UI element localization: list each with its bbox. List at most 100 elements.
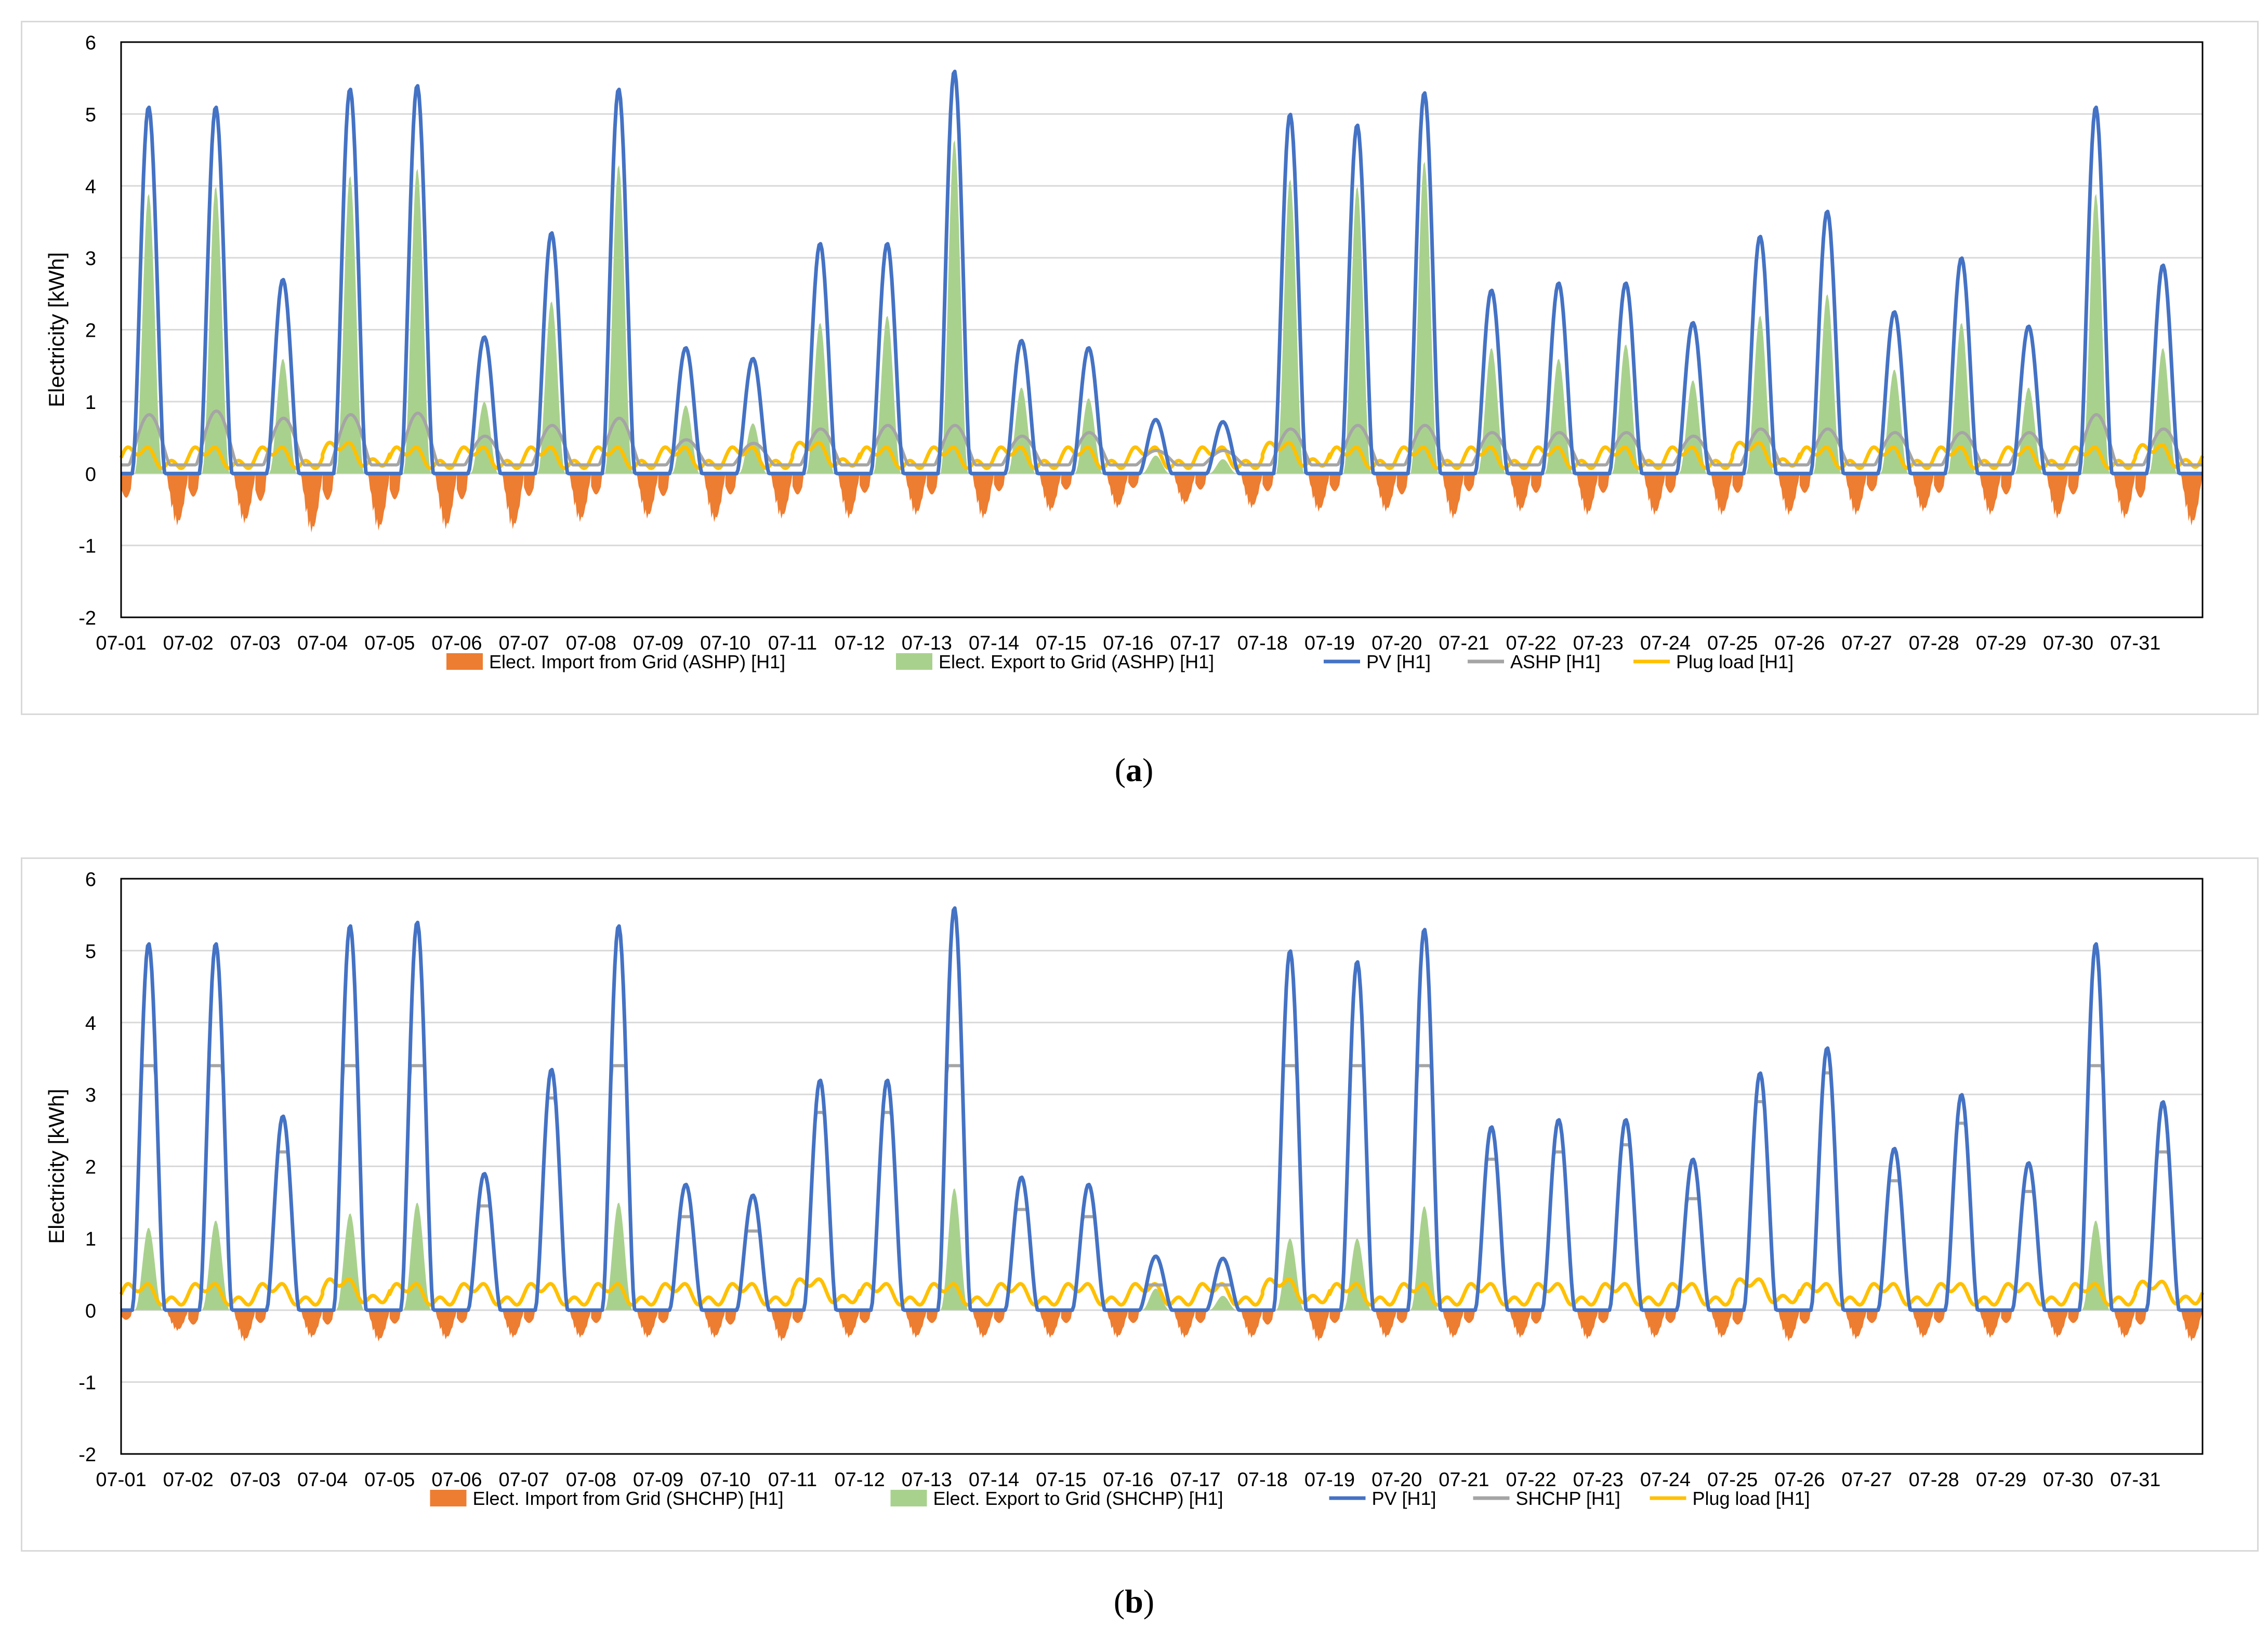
x-tick-label: 07-27 — [1841, 1469, 1892, 1491]
import-area-day-24 — [1665, 1310, 1733, 1338]
import-area-day-21 — [1463, 473, 1532, 512]
import-area-day-12 — [860, 1310, 927, 1338]
import-area-day-13 — [927, 473, 994, 519]
import-area-day-2 — [188, 1310, 256, 1342]
import-area-day-28 — [1934, 473, 2001, 515]
import-area-day-26 — [1799, 473, 1867, 515]
export-area-day-1 — [134, 194, 163, 474]
export-area-day-19 — [1343, 187, 1372, 474]
import-area-day-7 — [524, 1310, 591, 1338]
import-area-day-2 — [188, 473, 256, 524]
import-area-day-20 — [1396, 1310, 1464, 1338]
legend-label-export: Elect. Export to Grid (ASHP) [H1] — [939, 651, 1214, 672]
import-area-day-25 — [1732, 473, 1800, 515]
import-area-day-30 — [2068, 1310, 2135, 1338]
y-tick-label: 0 — [85, 1300, 96, 1322]
ashp-line — [121, 409, 2203, 467]
export-area-day-20 — [1410, 1206, 1439, 1311]
import-area-day-15 — [1061, 473, 1128, 509]
import-area-day-24 — [1665, 473, 1733, 515]
x-tick-label: 07-16 — [1103, 1469, 1153, 1491]
y-tick-label: 3 — [85, 1084, 96, 1106]
export-area-day-16 — [1141, 1288, 1170, 1311]
import-area-day-9 — [658, 1310, 726, 1338]
export-area-day-16 — [1141, 455, 1170, 474]
import-area-day-3 — [255, 1310, 323, 1338]
legend-label-import: Elect. Import from Grid (ASHP) [H1] — [489, 651, 785, 672]
y-tick-label: -1 — [78, 536, 96, 558]
x-tick-label: 07-19 — [1304, 632, 1355, 654]
import-area-day-31 — [2135, 1310, 2203, 1342]
import-area-day-29 — [2001, 1310, 2068, 1338]
import-area-day-1 — [121, 473, 189, 526]
x-tick-label: 07-27 — [1841, 632, 1892, 654]
legend-label-pv: PV [H1] — [1372, 1488, 1436, 1509]
import-area-day-17 — [1195, 473, 1263, 509]
x-tick-label: 07-06 — [431, 632, 482, 654]
x-tick-label: 07-04 — [297, 1469, 348, 1491]
x-tick-label: 07-30 — [2043, 632, 2093, 654]
y-tick-label: 6 — [85, 869, 96, 891]
x-tick-label: 07-26 — [1774, 1469, 1825, 1491]
x-tick-label: 07-31 — [2110, 632, 2160, 654]
export-area-day-2 — [202, 187, 230, 474]
x-tick-label: 07-16 — [1103, 632, 1153, 654]
figure-label-b: (b) — [1113, 1583, 1155, 1620]
y-tick-label: 1 — [85, 392, 96, 414]
x-tick-label: 07-10 — [700, 1469, 750, 1491]
chart-a: -2 -1 0 1 2 3 4 5 6 Electricity [kWh] 07-01 07-02 07… — [44, 32, 2205, 672]
series-group — [119, 70, 2205, 533]
x-tick-label: 07-15 — [1036, 1469, 1086, 1491]
y-tick-label: 4 — [85, 1013, 96, 1035]
legend-label-pv: PV [H1] — [1366, 651, 1431, 672]
import-area-day-11 — [792, 473, 860, 519]
import-area-day-5 — [389, 473, 457, 530]
export-area-day-31 — [2148, 348, 2177, 474]
x-tick-label: 07-04 — [297, 632, 348, 654]
x-tick-label: 07-20 — [1372, 1469, 1422, 1491]
x-tick-label: 07-11 — [768, 1469, 817, 1491]
export-area-day-17 — [1208, 1295, 1237, 1311]
import-area-day-5 — [389, 1310, 457, 1340]
import-area-day-4 — [322, 473, 390, 531]
x-tick-label: 07-28 — [1909, 1469, 1959, 1491]
import-area-day-27 — [1867, 1310, 1934, 1338]
import-area-day-18 — [1262, 473, 1330, 512]
x-tick-label: 07-07 — [499, 632, 549, 654]
x-tick-label: 07-30 — [2043, 1469, 2093, 1491]
x-tick-label: 07-08 — [566, 632, 616, 654]
x-tick-label: 07-22 — [1506, 632, 1556, 654]
import-area-day-6 — [456, 473, 524, 530]
y-axis-label: Electricity [kWh] — [44, 252, 69, 407]
y-tick-label: -2 — [78, 607, 96, 629]
import-area-day-16 — [1128, 1310, 1196, 1338]
x-tick-label: 07-19 — [1304, 1469, 1355, 1491]
x-tick-label: 07-17 — [1170, 632, 1220, 654]
x-tick-label: 07-25 — [1707, 1469, 1758, 1491]
x-tick-label: 07-03 — [230, 632, 281, 654]
x-tick-label: 07-06 — [431, 1469, 482, 1491]
pv-line — [121, 70, 2203, 475]
x-tick-label: 07-21 — [1439, 632, 1489, 654]
x-tick-label: 07-31 — [2110, 1469, 2160, 1491]
legend-swatch-export — [890, 1490, 927, 1506]
x-tick-label: 07-21 — [1439, 1469, 1489, 1491]
export-area-day-30 — [2081, 194, 2110, 474]
export-area-day-13 — [940, 140, 969, 474]
x-tick-label: 07-02 — [163, 632, 214, 654]
import-area-day-16 — [1128, 473, 1196, 505]
import-area-day-14 — [994, 473, 1061, 512]
x-tick-label: 07-14 — [969, 632, 1019, 654]
plot-frame — [120, 41, 2204, 618]
export-area-day-27 — [1880, 369, 1909, 474]
x-tick-label: 07-07 — [499, 1469, 549, 1491]
import-area-day-14 — [994, 1310, 1061, 1338]
x-tick-label: 07-09 — [633, 632, 683, 654]
x-tick-label: 07-01 — [96, 1469, 146, 1491]
chart-panel-b: -2 -1 0 1 2 3 4 5 6 Electricity [kWh] 07-01 07-02 07… — [21, 857, 2259, 1552]
y-tick-label: 4 — [85, 176, 96, 198]
x-tick-label: 07-02 — [163, 1469, 214, 1491]
x-tick-label: 07-12 — [835, 1469, 885, 1491]
legend-label-plug: Plug load [H1] — [1693, 1488, 1810, 1509]
x-tick-label: 07-23 — [1573, 1469, 1624, 1491]
